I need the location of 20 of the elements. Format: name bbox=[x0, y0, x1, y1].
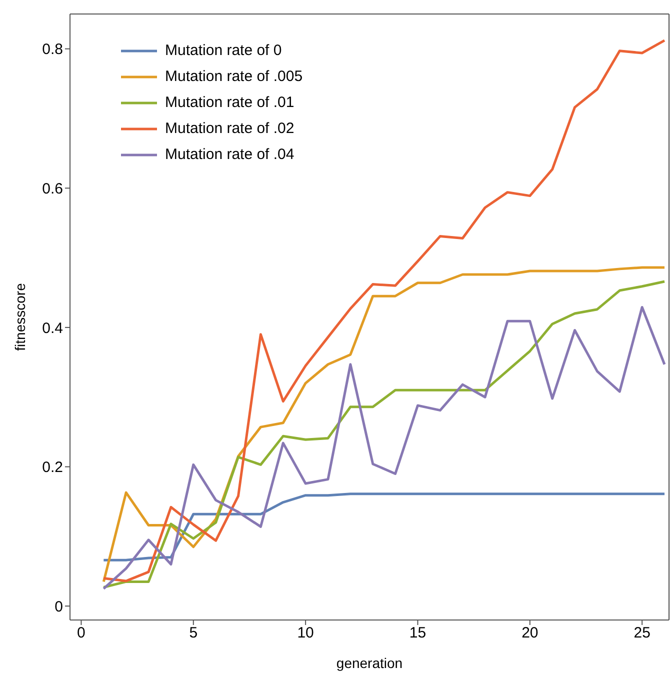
x-tick-label: 5 bbox=[189, 624, 198, 642]
y-tick-label: 0.6 bbox=[42, 180, 63, 198]
y-tick-label: 0.4 bbox=[42, 320, 63, 337]
legend-label: Mutation rate of .04 bbox=[165, 145, 294, 165]
y-axis-title: fitnesscore bbox=[12, 282, 28, 351]
line-series bbox=[102, 39, 666, 582]
x-tick-label: 10 bbox=[297, 624, 314, 642]
x-axis-title: generation bbox=[336, 655, 403, 671]
line-series bbox=[102, 492, 666, 562]
legend-label: Mutation rate of .02 bbox=[165, 119, 294, 139]
x-tick-label: 15 bbox=[409, 624, 426, 642]
legend-label: Mutation rate of .005 bbox=[165, 67, 303, 87]
y-tick-label: 0.2 bbox=[42, 459, 63, 476]
x-tick-label: 0 bbox=[77, 624, 86, 642]
legend-label: Mutation rate of 0 bbox=[165, 41, 282, 61]
y-tick-label: 0 bbox=[54, 598, 63, 616]
x-tick-label: 25 bbox=[634, 624, 650, 642]
y-tick-label: 0.8 bbox=[42, 41, 63, 58]
x-tick-label: 20 bbox=[522, 624, 538, 642]
legend-label: Mutation rate of .01 bbox=[165, 93, 294, 113]
